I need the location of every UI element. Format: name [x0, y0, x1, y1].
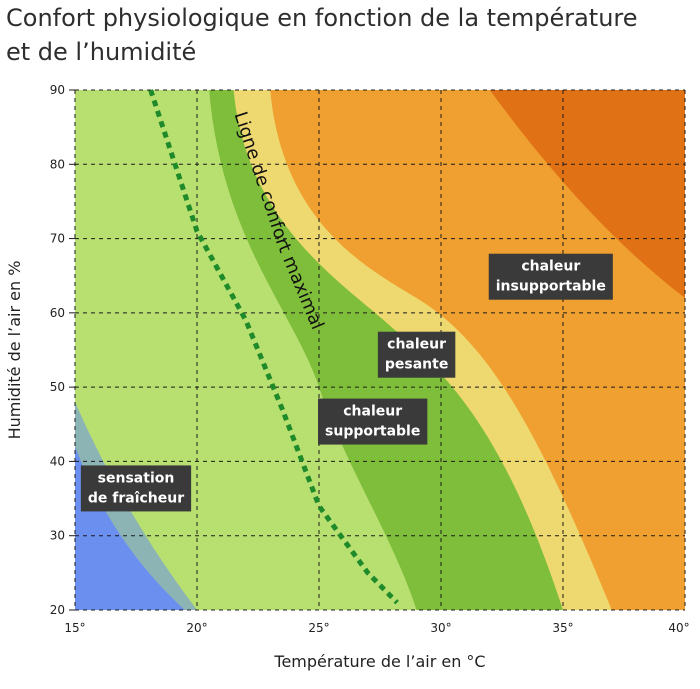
x-axis-label: Température de l’air en °C — [273, 652, 485, 671]
x-tick-label: 25° — [308, 621, 329, 635]
y-tick-label: 60 — [50, 306, 65, 320]
zone-label-box — [318, 398, 428, 445]
zone-cool — [75, 446, 185, 610]
y-axis-label: Humidité de l’air en % — [5, 261, 24, 440]
zone-label-text: chaleur — [521, 259, 580, 275]
zone-label-box — [80, 465, 192, 512]
plot-area — [75, 90, 685, 610]
chart-title-line-1: Confort physiologique en fonction de la … — [6, 4, 638, 32]
comfort-line — [148, 89, 399, 605]
y-tick-label: 50 — [50, 380, 65, 394]
y-tick-label: 20 — [50, 603, 65, 617]
zone-label-text: de fraîcheur — [88, 490, 184, 506]
zone-label-insupportable: chaleur insupportable — [488, 253, 613, 300]
grid — [74, 89, 686, 611]
x-tick-label: 40° — [668, 621, 689, 635]
zone-label-box — [377, 331, 456, 378]
x-tick-label: 30° — [430, 621, 451, 635]
zone-label-text: chaleur — [343, 404, 402, 420]
y-tick-label: 90 — [50, 83, 65, 97]
chart-title-line-2: et de l’humidité — [6, 38, 196, 66]
zone-label-text: pesante — [385, 357, 448, 373]
zone-label-text: sensation — [98, 470, 175, 486]
y-tick-label: 80 — [50, 157, 65, 171]
zone-dark-orange — [489, 90, 685, 298]
zone-label-text: supportable — [325, 424, 420, 440]
x-tick-label: 35° — [552, 621, 573, 635]
zone-label-supportable: chaleur supportable — [318, 398, 428, 445]
axis-ticks: 15° 20° 25° 30° 35° 40° 20 30 40 50 60 70 80 90 — [50, 83, 690, 635]
zone-label-text: chaleur — [387, 337, 446, 353]
zone-label-pesante: chaleur pesante — [377, 331, 456, 378]
x-tick-label: 15° — [64, 621, 85, 635]
y-tick-label: 30 — [50, 529, 65, 543]
zone-label-box — [488, 253, 613, 300]
x-tick-label: 20° — [186, 621, 207, 635]
zone-label-cool: sensation de fraîcheur — [80, 465, 192, 512]
y-tick-label: 70 — [50, 232, 65, 246]
zone-label-text: insupportable — [496, 279, 606, 295]
y-tick-label: 40 — [50, 454, 65, 468]
zone-orange — [270, 90, 685, 610]
